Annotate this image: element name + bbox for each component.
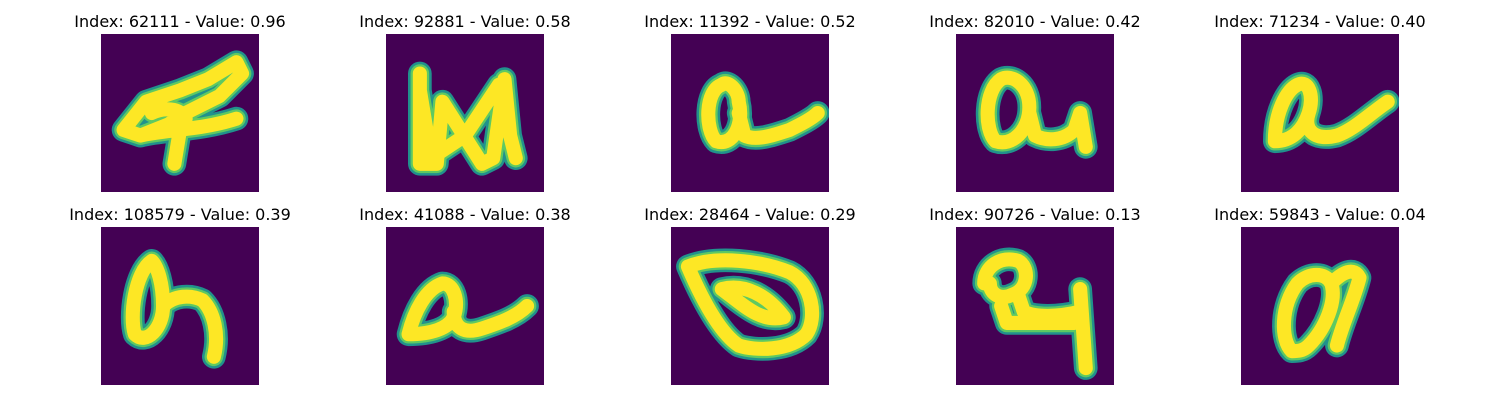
handwritten-glyph-image — [1241, 227, 1399, 385]
panel-title: Index: 108579 - Value: 0.39 — [69, 205, 291, 224]
glyph-strokes — [972, 247, 1098, 380]
handwritten-glyph-image — [386, 34, 544, 192]
panel-title: Index: 11392 - Value: 0.52 — [644, 12, 856, 31]
glyph-stroke-layer-3 — [680, 253, 820, 356]
glyph-strokes — [408, 61, 528, 176]
glyph-stroke-layer-3 — [125, 253, 224, 364]
glyph-stroke-layer-3 — [1267, 76, 1395, 149]
glyph-strokes — [120, 249, 228, 369]
glyph-strokes — [676, 248, 824, 361]
glyph-stroke-layer-3 — [412, 66, 523, 171]
handwritten-glyph-image — [956, 34, 1114, 192]
handwritten-glyph-image — [386, 227, 544, 385]
handwritten-glyph-image — [101, 34, 259, 192]
glyph-strokes — [111, 50, 254, 176]
glyph-stroke-layer-3 — [977, 252, 1093, 376]
handwritten-glyph-image — [671, 34, 829, 192]
glyph-strokes — [696, 71, 829, 154]
handwritten-glyph-image — [671, 227, 829, 385]
glyph-stroke-layer-3 — [1276, 264, 1367, 359]
glyph-stroke-layer-3 — [401, 276, 535, 342]
panel-title: Index: 41088 - Value: 0.38 — [359, 205, 571, 224]
handwritten-glyph-image — [956, 227, 1114, 385]
glyph-stroke-layer-3 — [701, 76, 825, 150]
panel-title: Index: 71234 - Value: 0.40 — [1214, 12, 1426, 31]
glyph-strokes — [1263, 72, 1399, 154]
handwritten-glyph-image — [101, 227, 259, 385]
glyph-stroke-layer-3 — [980, 70, 1093, 154]
panel-title: Index: 59843 - Value: 0.04 — [1214, 205, 1426, 224]
panel-title: Index: 82010 - Value: 0.42 — [929, 12, 1141, 31]
panel-title: Index: 62111 - Value: 0.96 — [74, 12, 286, 31]
glyph-strokes — [975, 65, 1098, 159]
panel-title: Index: 92881 - Value: 0.58 — [359, 12, 571, 31]
panel-title: Index: 28464 - Value: 0.29 — [644, 205, 856, 224]
panel-title: Index: 90726 - Value: 0.13 — [929, 205, 1141, 224]
glyph-strokes — [396, 271, 539, 347]
glyph-stroke-layer-3 — [116, 55, 250, 171]
handwritten-glyph-image — [1241, 34, 1399, 192]
glyph-strokes — [1272, 259, 1372, 363]
